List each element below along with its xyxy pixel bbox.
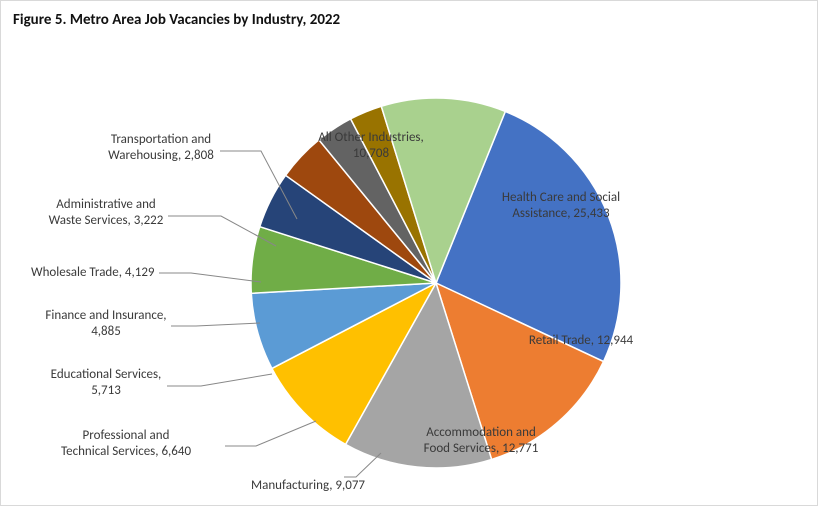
leader-line	[171, 323, 260, 326]
slice-label: Finance and Insurance,4,885	[45, 308, 166, 339]
slice-label: Health Care and SocialAssistance, 25,433	[502, 190, 620, 221]
slice-label: Administrative andWaste Services, 3,222	[49, 197, 164, 228]
slice-label: Wholesale Trade, 4,129	[31, 265, 155, 280]
slice-label: Professional andTechnical Services, 6,64…	[61, 428, 192, 459]
slice-label: Transportation andWarehousing, 2,808	[108, 132, 214, 163]
slice-label: Educational Services,5,713	[51, 367, 162, 398]
leader-line	[159, 273, 261, 282]
slice-label: Retail Trade, 12,944	[529, 333, 634, 348]
slice-label: Accommodation andFood Services, 12,771	[424, 425, 539, 456]
leader-line	[225, 421, 316, 446]
pie-chart: Health Care and SocialAssistance, 25,433…	[1, 1, 819, 507]
chart-container: Figure 5. Metro Area Job Vacancies by In…	[0, 0, 818, 506]
leader-line	[167, 374, 272, 386]
slice-label: Manufacturing, 9,077	[251, 478, 365, 493]
